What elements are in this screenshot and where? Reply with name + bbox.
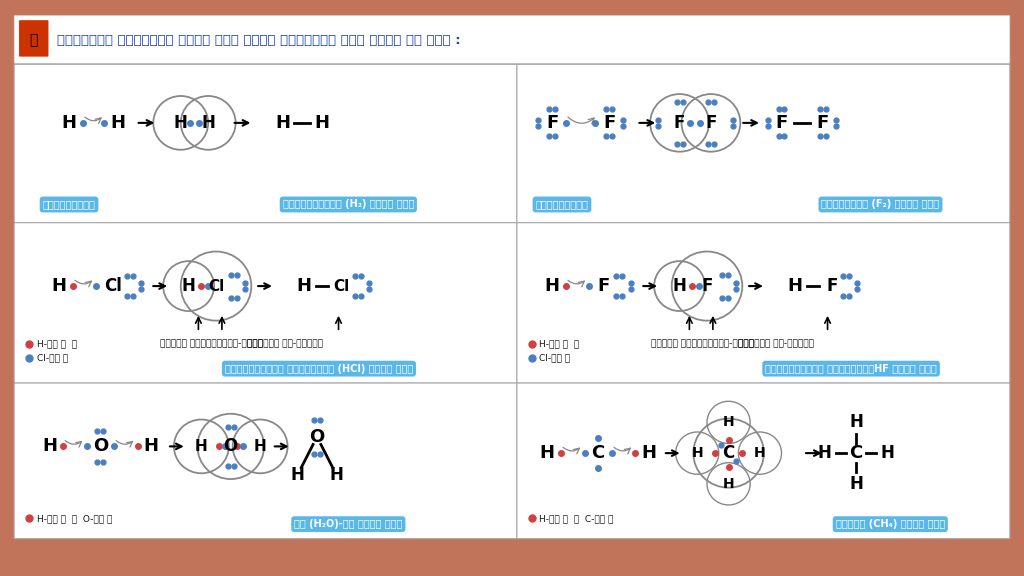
Text: ইলেক্ট্রন: ইলেক্ট্রন	[536, 199, 589, 210]
Text: H: H	[111, 114, 126, 132]
Text: H: H	[181, 277, 196, 295]
Text: Cl-এর ০: Cl-এর ০	[540, 354, 570, 362]
Text: H: H	[42, 437, 57, 456]
Text: H: H	[202, 114, 215, 132]
Text: সমযোজী এক-বন্ধন: সমযোজী এক-বন্ধন	[247, 339, 323, 348]
Text: H: H	[881, 444, 894, 462]
Text: H: H	[849, 414, 863, 431]
Text: O: O	[93, 437, 108, 456]
Text: H: H	[818, 444, 831, 462]
Text: জল (H₂O)-এর অণুর গঠন: জল (H₂O)-এর অণুর গঠন	[294, 519, 402, 529]
Text: H: H	[849, 475, 863, 493]
Text: F: F	[603, 114, 615, 132]
Text: O: O	[309, 428, 325, 446]
Text: C: C	[592, 444, 605, 462]
Text: ফ্লুওরিন (F₂) অণুর গঠন: ফ্লুওরিন (F₂) অণুর গঠন	[821, 199, 940, 210]
Text: H: H	[540, 444, 555, 462]
Text: H: H	[275, 114, 290, 132]
Text: মিথেন (CH₄) অণুর গঠন: মিথেন (CH₄) অণুর গঠন	[836, 519, 945, 529]
Text: Cl: Cl	[104, 277, 122, 295]
Text: F: F	[597, 277, 609, 295]
Text: H: H	[723, 415, 734, 429]
Text: H: H	[673, 277, 686, 295]
Text: F: F	[816, 114, 828, 132]
Text: H-এর ০  ও  C-এর ০: H-এর ০ ও C-এর ০	[540, 514, 613, 523]
Text: 🔥: 🔥	[30, 33, 38, 47]
Text: H: H	[723, 477, 734, 491]
Text: বন্ধন ইলেক্ট্রন-জোড়া: বন্ধন ইলেক্ট্রন-জোড়া	[650, 339, 754, 348]
Text: Cl: Cl	[334, 279, 349, 294]
Text: H: H	[297, 277, 311, 295]
Text: H: H	[314, 114, 330, 132]
Text: H-এর ০  ও  O-এর ০: H-এর ০ ও O-এর ০	[37, 514, 112, 523]
Text: O: O	[223, 437, 238, 456]
FancyBboxPatch shape	[517, 223, 1010, 383]
Text: H: H	[545, 277, 560, 295]
Text: H: H	[254, 439, 266, 454]
FancyBboxPatch shape	[19, 20, 48, 56]
Text: H: H	[143, 437, 159, 456]
Text: Cl-এর ০: Cl-এর ০	[37, 354, 68, 362]
Text: হাইড্রোজেন ক্লোরাইড (HCl) অণুর গঠন: হাইড্রোজেন ক্লোরাইড (HCl) অণুর গঠন	[225, 363, 413, 374]
Text: F: F	[706, 114, 717, 132]
Text: H: H	[330, 466, 343, 484]
Text: Cl: Cl	[208, 279, 224, 294]
Text: H: H	[174, 114, 187, 132]
Text: বন্ধন ইলেক্ট্রন-জোড়া: বন্ধন ইলেক্ট্রন-জোড়া	[160, 339, 262, 348]
Text: H: H	[754, 446, 766, 460]
Text: একবন্ধন সমন্বিত কিছু সরল অণুর উৎপত্তি এবং লুইস ডট গঠন :: একবন্ধন সমন্বিত কিছু সরল অণুর উৎপত্তি এব…	[57, 34, 461, 47]
Text: H: H	[195, 439, 208, 454]
FancyBboxPatch shape	[14, 65, 517, 223]
Text: হাইড্রোজেন (H₂) অণুর গঠন: হাইড্রোজেন (H₂) অণুর গঠন	[283, 199, 414, 210]
Text: F: F	[546, 114, 558, 132]
Text: C: C	[849, 444, 862, 462]
FancyBboxPatch shape	[14, 16, 1010, 63]
Text: H-এর ০  ও: H-এর ০ ও	[37, 339, 77, 348]
Text: হাইড্রোজেন ফ্লুরাইডHF অণুর গঠন: হাইড্রোজেন ফ্লুরাইডHF অণুর গঠন	[765, 363, 937, 374]
Text: H: H	[787, 277, 803, 295]
Text: H: H	[291, 466, 304, 484]
Text: F: F	[674, 114, 685, 132]
Text: H-এর ০  ও: H-এর ০ ও	[540, 339, 580, 348]
Text: সমযোজী এক-বন্ধন: সমযোজী এক-বন্ধন	[737, 339, 814, 348]
Text: F: F	[701, 277, 713, 295]
FancyBboxPatch shape	[517, 383, 1010, 539]
FancyBboxPatch shape	[14, 223, 517, 383]
Text: C: C	[723, 444, 734, 462]
Text: ইলেক্ট্রন: ইলেক্ট্রন	[43, 199, 95, 210]
FancyBboxPatch shape	[517, 65, 1010, 223]
FancyBboxPatch shape	[14, 383, 517, 539]
Text: H: H	[691, 446, 703, 460]
Text: H: H	[642, 444, 656, 462]
Text: H: H	[61, 114, 77, 132]
Text: H: H	[52, 277, 67, 295]
Text: F: F	[826, 277, 839, 295]
Text: F: F	[775, 114, 787, 132]
